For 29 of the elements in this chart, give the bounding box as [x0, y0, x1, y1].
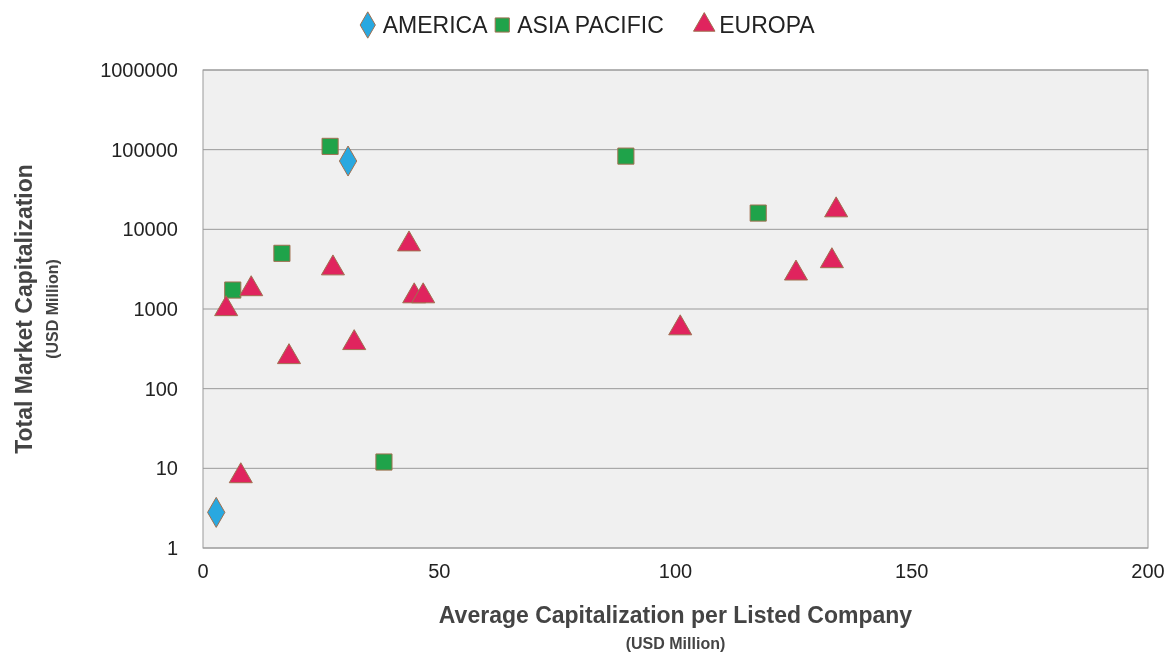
y-axis-title: Total Market Capitalization (USD Million)	[11, 164, 61, 454]
point	[819, 247, 844, 269]
y-tick-label: 100	[144, 377, 178, 400]
y-tick-label: 10000	[122, 218, 178, 241]
point	[320, 254, 345, 276]
legend-label: EUROPA	[719, 12, 816, 39]
point	[668, 314, 693, 336]
x-tick-label: 50	[428, 560, 451, 582]
point	[396, 230, 422, 252]
point	[239, 275, 264, 297]
y-tick-label: 1000	[133, 298, 178, 320]
point	[411, 282, 436, 304]
x-axis-title: Average Capitalization per Listed Company (USD Million)	[438, 602, 913, 652]
y-tick-label: 100000	[111, 138, 178, 161]
x-tick-label: 150	[895, 560, 929, 582]
x-tick-label: 100	[658, 560, 693, 582]
point	[783, 259, 809, 281]
point	[228, 462, 253, 484]
y-tick-label: 10	[155, 457, 178, 480]
y-tick-label: 1	[166, 537, 178, 559]
legend-label: AMERICA	[382, 12, 489, 39]
legend-label: ASIA PACIFIC	[517, 12, 664, 39]
point	[276, 343, 302, 365]
point	[824, 196, 849, 218]
point	[342, 329, 367, 351]
y-tick-label: 1000000	[100, 59, 178, 81]
x-tick-label: 200	[1131, 560, 1165, 582]
x-tick-label: 0	[197, 560, 209, 582]
point	[214, 295, 239, 317]
